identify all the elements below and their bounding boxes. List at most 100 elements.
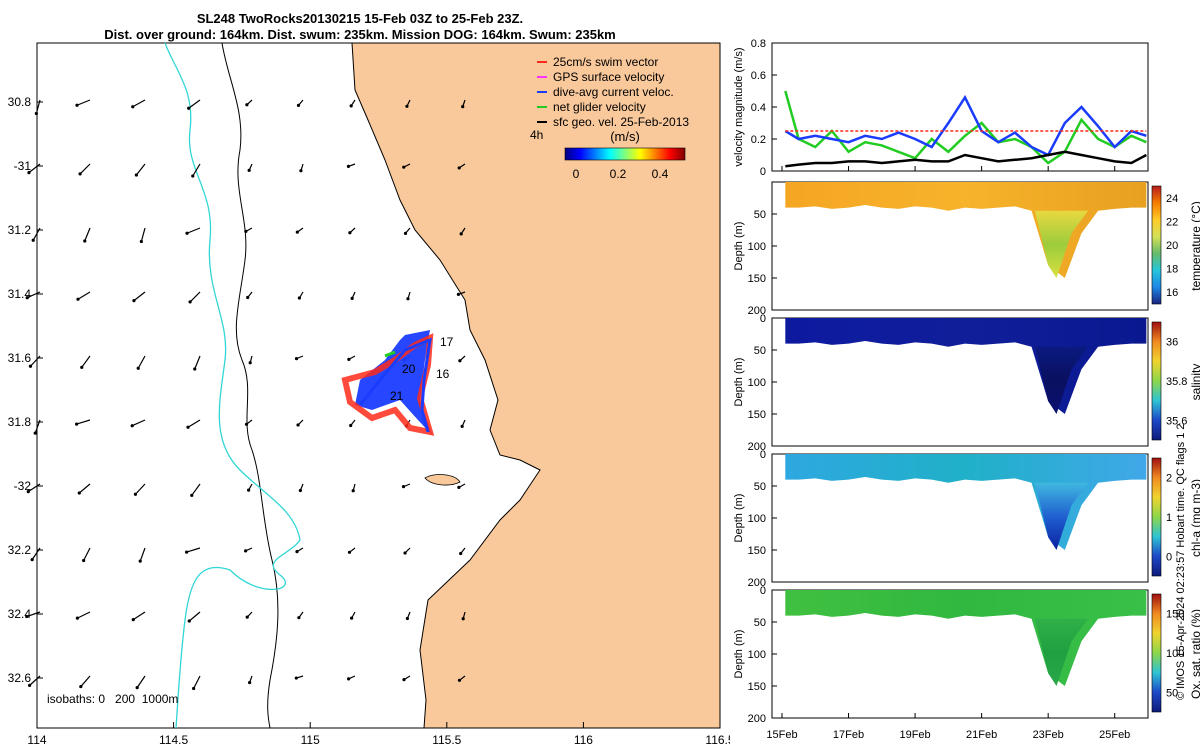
depth-ytick: 100	[748, 649, 766, 661]
heatmap-panel-3: 0 50 100 150 200 Depth (m) 0 1 2 chl-a (mg m-3)	[733, 449, 1200, 589]
current-arrow	[132, 291, 146, 303]
current-arrow	[133, 483, 146, 496]
current-arrow	[401, 483, 411, 489]
current-arrow	[298, 483, 304, 493]
current-arrow	[405, 611, 411, 621]
current-arrow	[459, 547, 466, 556]
current-arrow	[192, 675, 201, 691]
current-arrow	[185, 547, 201, 554]
current-arrow	[461, 99, 466, 109]
colorbar-tick: 0.2	[610, 167, 627, 181]
lat-tick-label: 31.4	[8, 287, 32, 301]
lon-tick-label: 115.5	[432, 733, 461, 747]
colorbar-tick: 35.8	[1166, 376, 1187, 388]
lat-tick-label: 32.4	[8, 607, 32, 621]
colorbar-tick: 150	[1166, 609, 1184, 621]
current-arrow	[76, 291, 91, 301]
depth-ytick: 50	[754, 617, 766, 629]
colorbar-tick: 0.4	[652, 167, 669, 181]
current-arrow	[457, 483, 466, 489]
current-arrow	[456, 291, 466, 296]
legend-entry: 25cm/s swim vector	[553, 55, 658, 69]
current-arrow	[402, 163, 411, 169]
section-trough	[1034, 210, 1089, 278]
colorbar-tick: 1	[1166, 512, 1172, 524]
current-arrow	[75, 611, 91, 620]
velocity-ylabel: velocity magnitude (m/s)	[733, 47, 745, 166]
velocity-series-0	[784, 90, 1147, 165]
time-tick-label: 21Feb	[966, 729, 997, 741]
current-arrow	[350, 291, 356, 300]
legend-entry: net glider velocity	[553, 100, 646, 114]
current-arrow	[346, 163, 356, 168]
depth-ytick: 50	[754, 209, 766, 221]
vel-ytick: 0.6	[751, 70, 766, 82]
current-arrow	[193, 355, 201, 371]
current-arrow	[347, 547, 356, 554]
legend-entry: sfc geo. vel. 25-Feb-2013	[553, 115, 689, 129]
current-arrow	[348, 227, 356, 235]
lat-tick-label: -31	[14, 159, 32, 173]
depth-ylabel: Depth (m)	[733, 494, 745, 543]
current-arrow	[244, 227, 253, 233]
current-arrow	[295, 547, 304, 554]
colorbar-tick: 36	[1166, 337, 1178, 349]
title-line-1: SL248 TwoRocks20130215 15-Feb 03Z to 25-…	[196, 11, 524, 26]
current-arrow	[190, 483, 201, 497]
depth-ylabel: Depth (m)	[733, 222, 745, 271]
current-arrow	[461, 611, 466, 621]
depth-ytick: 150	[748, 409, 766, 421]
current-arrow	[75, 419, 91, 426]
current-arrow	[244, 419, 253, 426]
depth-ytick: 200	[748, 713, 766, 725]
vel-ytick: 0.2	[751, 134, 766, 146]
lon-tick-label: 114.5	[159, 733, 188, 747]
current-arrow	[246, 291, 253, 300]
depth-ytick: 0	[760, 313, 766, 325]
heatmap-panel-4: 0 50 100 150 200 Depth (m) 50 100 150 Ox. sat. ra…	[733, 585, 1200, 725]
map-tick-labels: 114 114.5 115 115.5 116 116.5 30.8 -31 31.2 31.4 3…	[8, 95, 730, 747]
glider-track	[341, 330, 435, 436]
current-arrow	[78, 163, 91, 176]
current-arrow	[244, 547, 253, 553]
current-arrow	[139, 227, 146, 244]
track-day-labels: 17 20 16 21	[390, 335, 454, 403]
interval-label: 4h	[530, 128, 543, 142]
current-arrow	[135, 675, 146, 690]
current-arrow	[347, 675, 356, 681]
heatmap-panel-1: 50 100 150 200 Depth (m) 16 18 20 22 24 temperatur…	[733, 181, 1200, 317]
section-trough	[1034, 618, 1089, 686]
current-arrow	[83, 227, 91, 243]
current-arrow	[80, 355, 91, 369]
current-arrow	[25, 611, 41, 619]
current-arrow	[294, 675, 304, 680]
heatmap-colorbar-label: temperature (°C)	[1189, 201, 1200, 291]
lat-tick-label: 32.2	[8, 543, 32, 557]
current-arrow	[248, 355, 253, 365]
lat-tick-label: 31.6	[8, 351, 32, 365]
heatmap-panel-2: 0 50 100 150 200 Depth (m) 35.6 35.8 36 salinity	[733, 313, 1200, 453]
heatmap-colorbar	[1151, 457, 1162, 577]
current-arrow	[297, 291, 304, 300]
isobaths-label: isobaths: 0 200 1000m	[47, 692, 178, 706]
current-arrow	[458, 355, 466, 363]
current-arrow	[138, 547, 146, 563]
current-arrow	[347, 355, 356, 361]
imos-credit: © IMOS 15-Apr-2024 02:23:57 Hobart time.…	[1175, 423, 1187, 700]
colorbar-tick: 22	[1166, 216, 1178, 228]
colorbar-tick: 16	[1166, 287, 1178, 299]
current-arrow	[188, 291, 201, 304]
current-arrow	[134, 163, 146, 177]
section-trough	[1034, 346, 1089, 414]
heatmap-colorbar-label: salinity	[1189, 364, 1200, 401]
current-arrow	[349, 99, 356, 108]
current-arrow	[248, 675, 253, 685]
colorbar-unit: (m/s)	[610, 129, 640, 144]
vel-ytick: 0.8	[751, 38, 766, 50]
current-arrow	[296, 419, 304, 427]
colorbar-tick: 24	[1166, 193, 1178, 205]
current-arrow	[297, 611, 304, 620]
current-arrow	[77, 483, 91, 495]
lon-tick-label: 116.5	[705, 733, 730, 747]
